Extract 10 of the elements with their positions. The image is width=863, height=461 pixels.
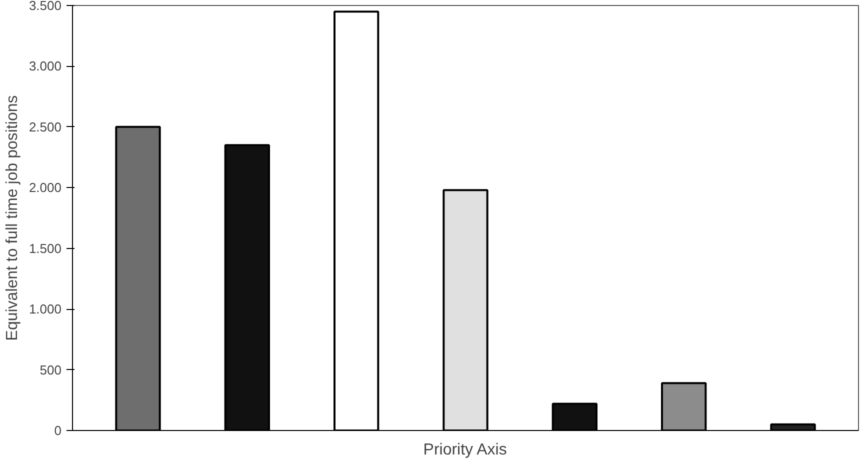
y-tick-label: 3.000: [28, 58, 62, 74]
x-axis-title: Priority Axis: [423, 442, 507, 458]
y-tick-label: 0: [54, 423, 62, 438]
y-tick-label: 500: [40, 362, 62, 378]
y-tick-label: 2.500: [28, 119, 62, 134]
y-tick-label: 1.500: [28, 240, 62, 256]
y-tick-label: 3.500: [28, 0, 62, 13]
y-axis-title: Equivalent to full time job positions: [4, 95, 21, 341]
y-tick-label: 1.000: [28, 302, 62, 317]
y-tick-label: 2.000: [28, 180, 62, 196]
